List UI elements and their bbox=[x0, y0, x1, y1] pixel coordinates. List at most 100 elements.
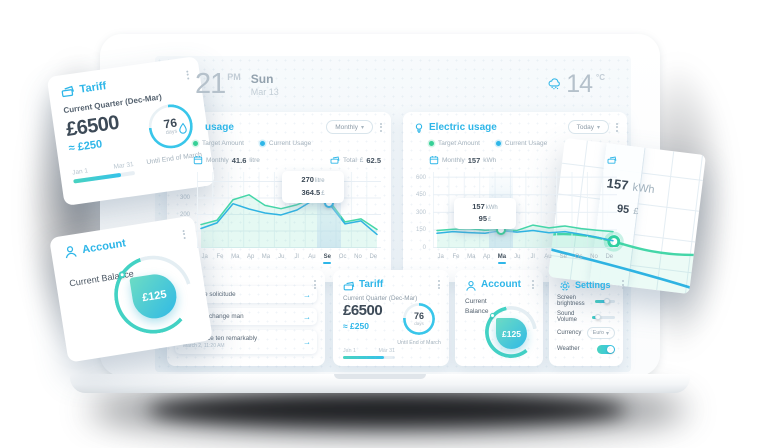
gauge-start-dot bbox=[490, 313, 495, 318]
water-usage-chart: 400300200 270litre 364.5£ JaFeMaApMaJuJl… bbox=[175, 171, 381, 272]
x-tick-6-Jl[interactable]: Jl bbox=[294, 254, 299, 260]
x-tick-10-No[interactable]: No bbox=[354, 254, 362, 260]
tariff-period-end: Mar 31 bbox=[378, 348, 396, 354]
water-total-value: 62.5 bbox=[366, 155, 381, 165]
slider-knob[interactable] bbox=[594, 314, 601, 320]
tariff-card-title: Tariff bbox=[359, 279, 384, 290]
kebab-menu-icon[interactable] bbox=[377, 121, 385, 134]
time-period: PM bbox=[227, 72, 241, 82]
floating-tariff-title: Tariff bbox=[78, 80, 108, 96]
electric-period-value: 157 bbox=[467, 155, 481, 165]
x-tick-5-Ju[interactable]: Ju bbox=[514, 254, 521, 260]
chevron-down-icon: ▾ bbox=[596, 124, 600, 131]
notifications-card-header bbox=[177, 278, 319, 291]
x-tick-10-No[interactable]: No bbox=[590, 254, 598, 260]
tariff-progress-bar bbox=[343, 356, 395, 359]
y-tick-0: 0 bbox=[422, 245, 426, 251]
x-tick-6-Jl[interactable]: Jl bbox=[530, 254, 535, 260]
notification-time: March 2, 11:20 AM bbox=[183, 343, 225, 349]
temperature-unit: °C bbox=[596, 73, 605, 82]
weather-toggle[interactable] bbox=[597, 344, 615, 354]
tooltip-value: 157 bbox=[472, 201, 485, 211]
kebab-menu-icon[interactable] bbox=[435, 278, 443, 291]
x-tick-1-Fe[interactable]: Fe bbox=[452, 254, 460, 260]
x-tick-8-Se[interactable]: Se bbox=[559, 254, 567, 260]
volume-row: Sound Volume bbox=[557, 309, 615, 325]
tariff-period-end: Mar 31 bbox=[113, 160, 135, 171]
x-tick-5-Ju[interactable]: Ju bbox=[278, 254, 285, 260]
x-tick-4-Ma[interactable]: Ma bbox=[261, 254, 271, 260]
kebab-menu-icon[interactable] bbox=[613, 121, 621, 134]
x-tick-2-Ma[interactable]: Ma bbox=[231, 254, 240, 260]
electric-card-title: Electric usage bbox=[429, 121, 497, 133]
tooltip-unit: litre bbox=[314, 178, 325, 185]
x-tick-7-Au[interactable]: Au bbox=[308, 254, 316, 260]
tariff-body: £6500 ≈ £250 Jan 1 Mar 31 bbox=[343, 302, 443, 359]
brightness-slider[interactable] bbox=[594, 298, 615, 304]
notification-item[interactable]: change man → bbox=[175, 308, 317, 325]
account-card-header: Account bbox=[465, 278, 537, 291]
person-icon bbox=[465, 279, 477, 291]
x-tick-11-De[interactable]: De bbox=[605, 254, 614, 260]
tariff-card: Tariff Current Quarter (Dec-Mar) £6500 ≈… bbox=[333, 270, 449, 366]
tooltip-unit: kWh bbox=[485, 204, 498, 211]
water-chart-x-axis: Ja Fe Ma Ap Ma Ju Jl Au Se Oc No De bbox=[197, 254, 381, 264]
volume-slider[interactable] bbox=[591, 314, 615, 320]
days-remaining-value: 76 bbox=[413, 310, 424, 321]
current-legend-dot bbox=[495, 141, 501, 146]
electric-range-value: Today bbox=[576, 123, 594, 131]
brightness-row: Screen brightness bbox=[557, 293, 615, 309]
weather-widget: 14 °C bbox=[547, 72, 605, 97]
tooltip-unit: kWh bbox=[631, 181, 656, 197]
tooltip-value: 270 bbox=[301, 175, 314, 185]
notification-item[interactable]: se solicitude → bbox=[175, 286, 317, 303]
x-tick-1-Fe[interactable]: Fe bbox=[216, 254, 224, 260]
currency-dropdown[interactable]: Euro ▾ bbox=[586, 327, 615, 339]
x-tick-9-Oc[interactable]: Oc bbox=[338, 254, 347, 260]
kebab-menu-icon[interactable] bbox=[311, 278, 319, 291]
account-card-title: Account bbox=[481, 279, 521, 290]
x-tick-4-Ma[interactable]: Ma bbox=[494, 254, 509, 264]
electric-chart-tooltip: 157kWh 95£ bbox=[454, 197, 516, 229]
x-tick-0-Ja[interactable]: Ja bbox=[201, 254, 208, 260]
x-tick-3-Ap[interactable]: Ap bbox=[246, 254, 255, 260]
money-icon bbox=[60, 83, 76, 99]
electric-stat-row: Monthly 157 kWh bbox=[429, 155, 617, 165]
settings-rows: Screen brightness Sound Volume Currency bbox=[557, 293, 615, 357]
slider-knob[interactable] bbox=[604, 298, 611, 304]
weather-label: Weather bbox=[557, 346, 580, 352]
date-block: Sun Mar 13 bbox=[251, 72, 279, 99]
floating-account-card: Account Current Balance £125 bbox=[49, 215, 213, 363]
x-tick-0-Ja[interactable]: Ja bbox=[437, 254, 444, 260]
brightness-label: Screen brightness bbox=[557, 295, 585, 307]
kebab-menu-icon[interactable] bbox=[529, 278, 537, 291]
dashboard-screen: 21 PM Sun Mar 13 14 °C bbox=[155, 56, 631, 372]
x-tick-7-Au[interactable]: Au bbox=[544, 254, 552, 260]
balance-gauge: £125 bbox=[483, 304, 539, 360]
x-tick-2-Ma[interactable]: Ma bbox=[467, 254, 476, 260]
kebab-menu-icon[interactable] bbox=[179, 227, 189, 241]
currency-row: Currency Euro ▾ bbox=[557, 325, 615, 341]
water-range-dropdown[interactable]: Monthly ▾ bbox=[326, 120, 373, 134]
kebab-menu-icon[interactable] bbox=[183, 68, 193, 82]
balance-label: Current Balance bbox=[465, 298, 489, 315]
electric-range-dropdown[interactable]: Today ▾ bbox=[567, 120, 609, 134]
y-tick-450: 450 bbox=[415, 192, 426, 199]
x-tick-9-Oc[interactable]: Oc bbox=[574, 254, 583, 260]
x-tick-3-Ap[interactable]: Ap bbox=[482, 254, 491, 260]
days-remaining-label: days bbox=[165, 128, 178, 136]
kebab-menu-icon[interactable] bbox=[619, 278, 627, 291]
tooltip-cost: 95 bbox=[478, 214, 487, 224]
electric-usage-card: Electric usage Today ▾ Target Amount Cur… bbox=[403, 112, 627, 282]
chevron-down-icon: ▾ bbox=[605, 330, 609, 337]
x-tick-8-Se[interactable]: Se bbox=[320, 254, 335, 264]
temperature-value: 14 bbox=[566, 70, 593, 98]
tariff-progress-fill bbox=[343, 356, 384, 359]
weather-row: Weather bbox=[557, 341, 615, 357]
laptop-base-notch bbox=[334, 374, 426, 379]
chevron-down-icon: ▾ bbox=[360, 124, 364, 131]
x-tick-11-De[interactable]: De bbox=[369, 254, 378, 260]
laptop-shadow bbox=[148, 393, 626, 427]
notification-text: change man bbox=[209, 313, 244, 320]
electric-legend: Target Amount Current Usage bbox=[429, 140, 547, 147]
